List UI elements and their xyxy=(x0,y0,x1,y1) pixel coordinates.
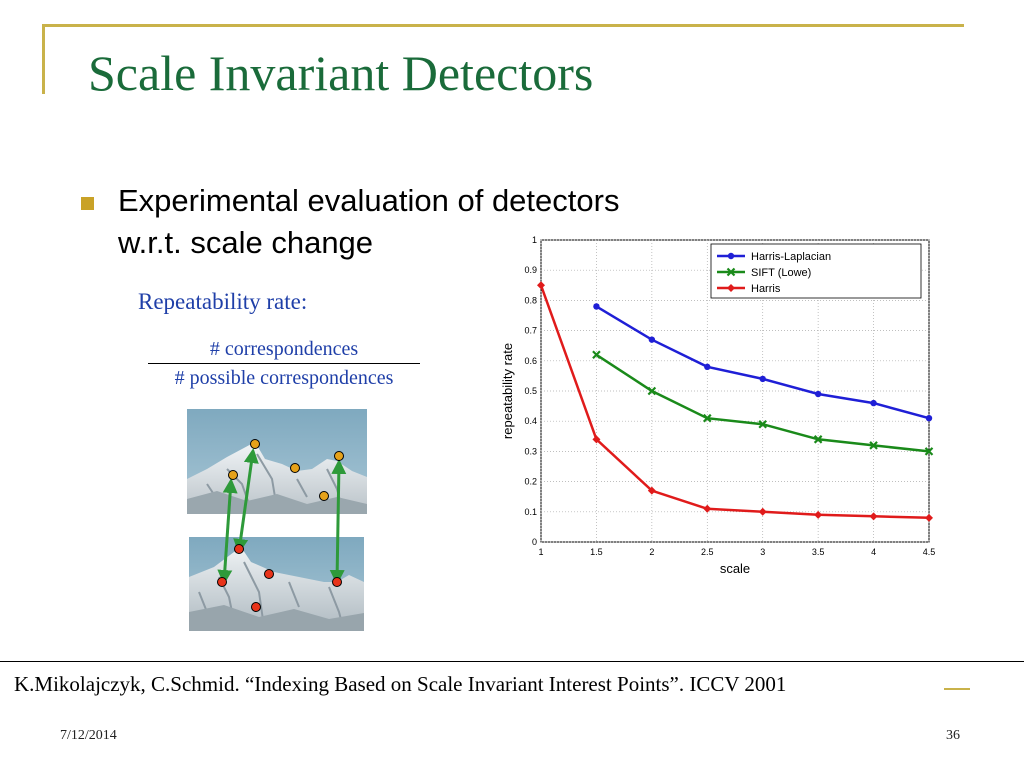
data-point xyxy=(727,252,735,260)
y-tick-label: 0.3 xyxy=(524,446,537,456)
y-tick-label: 0.1 xyxy=(524,507,537,517)
interest-point xyxy=(334,451,344,461)
x-tick-label: 2.5 xyxy=(701,547,714,557)
legend-entry: Harris xyxy=(751,283,781,295)
interest-point xyxy=(251,602,261,612)
frame-left-rule xyxy=(42,24,45,94)
data-point xyxy=(647,386,657,396)
slide-title: Scale Invariant Detectors xyxy=(88,45,594,101)
frame-top-rule xyxy=(42,24,964,27)
correspondence-arrow xyxy=(217,478,238,585)
y-tick-label: 0.4 xyxy=(524,416,537,426)
legend-entry: SIFT (Lowe) xyxy=(751,267,811,279)
data-point xyxy=(726,267,736,277)
y-tick-label: 1 xyxy=(532,235,537,245)
interest-point xyxy=(228,470,238,480)
bullet-text: Experimental evaluation of detectors w.r… xyxy=(118,180,758,264)
data-point xyxy=(759,375,766,383)
legend-box xyxy=(710,243,922,299)
y-tick-label: 0 xyxy=(532,537,537,547)
interest-point xyxy=(250,439,260,449)
interest-point xyxy=(234,544,244,554)
repeatability-label: Repeatability rate: xyxy=(138,289,308,314)
square-bullet-icon xyxy=(81,197,94,210)
x-axis-label: scale xyxy=(720,561,750,575)
y-tick-label: 0.7 xyxy=(524,326,537,336)
interest-point xyxy=(217,577,227,587)
data-point xyxy=(592,350,601,360)
interest-point xyxy=(332,577,342,587)
reference-rule xyxy=(0,661,1024,662)
correspondence-overlay xyxy=(217,439,347,612)
y-axis-label: repeatability rate xyxy=(500,343,515,439)
repeatability-formula: # correspondences # possible corresponde… xyxy=(142,338,426,390)
data-point xyxy=(593,303,600,310)
y-tick-label: 0.8 xyxy=(524,295,537,305)
x-tick-label: 2 xyxy=(649,547,654,557)
x-tick-label: 1 xyxy=(538,547,543,557)
y-tick-label: 0.2 xyxy=(524,477,537,487)
correspondence-arrow xyxy=(329,459,347,585)
y-tick-label: 0.5 xyxy=(524,386,537,396)
data-point xyxy=(704,363,711,371)
footer-page-number: 36 xyxy=(946,728,960,743)
data-point xyxy=(703,413,712,423)
data-point xyxy=(703,504,712,513)
x-tick-label: 1.5 xyxy=(590,547,603,557)
repeatability-chart: 1 1.5 2 2.5 3 3.5 4 4.5 0 0.1 0.2 0.3 0.4 0.5 0.6 0.7 0.… xyxy=(500,235,936,575)
data-point xyxy=(758,507,767,516)
data-point xyxy=(870,399,877,407)
data-point xyxy=(727,284,735,292)
x-tick-label: 3.5 xyxy=(812,547,825,557)
formula-numerator: # correspondences xyxy=(148,338,420,364)
data-point xyxy=(814,510,823,519)
data-point xyxy=(869,441,878,450)
bullet-line-2: w.r.t. scale change xyxy=(118,225,374,260)
formula-denominator: # possible correspondences xyxy=(174,367,394,389)
interest-point xyxy=(290,463,300,473)
series-line xyxy=(539,284,930,520)
footer-date: 7/12/2014 xyxy=(60,728,117,743)
reference-citation: K.Mikolajczyk, C.Schmid. “Indexing Based… xyxy=(14,672,787,696)
bullet-line-1: Experimental evaluation of detectors xyxy=(118,183,620,218)
data-point xyxy=(814,390,822,398)
data-point xyxy=(537,281,545,290)
data-point xyxy=(648,336,656,343)
interest-point xyxy=(319,491,329,501)
data-point xyxy=(869,512,878,521)
x-tick-label: 4 xyxy=(871,547,876,557)
interest-point xyxy=(264,569,274,579)
x-tick-label: 3 xyxy=(760,547,765,557)
data-point xyxy=(925,513,933,522)
correspondence-arrow xyxy=(233,448,259,554)
data-point xyxy=(592,435,601,444)
data-point xyxy=(758,419,767,429)
reference-accent-rule xyxy=(944,688,970,690)
y-tick-label: 0.9 xyxy=(524,265,537,275)
legend-entry: Harris-Laplacian xyxy=(751,251,831,263)
data-point xyxy=(924,447,934,456)
data-point xyxy=(647,486,656,495)
data-point xyxy=(813,435,823,444)
x-tick-label: 4.5 xyxy=(923,547,936,557)
y-tick-label: 0.6 xyxy=(524,356,537,366)
data-point xyxy=(925,414,933,422)
